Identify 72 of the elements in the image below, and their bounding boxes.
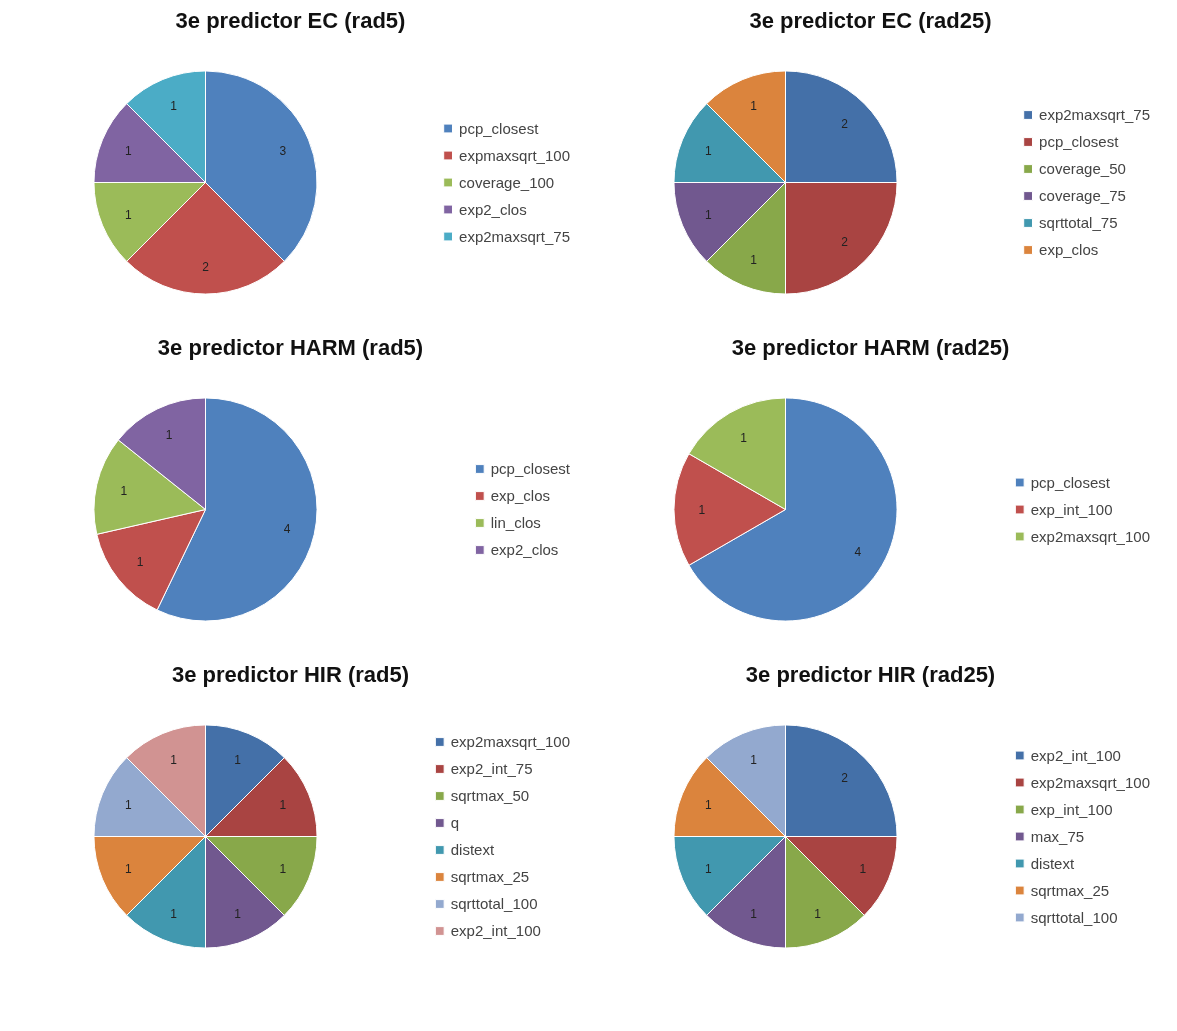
legend-label: exp2_int_75 xyxy=(450,760,533,777)
data-label: 1 xyxy=(234,752,242,767)
legend-label: distext xyxy=(450,841,495,858)
legend-label: sqrttotal_75 xyxy=(1039,214,1118,231)
data-label: 3 xyxy=(279,143,287,158)
data-label: 1 xyxy=(740,430,748,445)
chart-title: 3e predictor HARM (rad5) xyxy=(157,334,424,360)
chart-title: 3e predictor HIR (rad5) xyxy=(171,661,410,687)
legend-label: distext xyxy=(1030,854,1075,872)
data-label: 1 xyxy=(124,797,132,812)
chart-title: 3e predictor EC (rad25) xyxy=(749,7,992,33)
data-label: 4 xyxy=(283,521,291,536)
data-label: 1 xyxy=(170,98,178,113)
legend-label: sqrttotal_100 xyxy=(1030,908,1118,926)
data-label: 2 xyxy=(841,770,849,785)
data-label: 2 xyxy=(202,259,210,274)
data-label: 1 xyxy=(704,797,712,812)
legend-label: exp2_int_100 xyxy=(1030,746,1121,764)
data-label: 1 xyxy=(120,484,128,499)
legend-label: exp2maxsqrt_100 xyxy=(1030,773,1150,791)
data-label: 1 xyxy=(704,143,712,158)
data-label: 1 xyxy=(165,427,173,442)
data-label: 1 xyxy=(279,797,287,812)
data-label: 1 xyxy=(124,208,132,223)
legend-label: sqrtmax_25 xyxy=(450,868,530,885)
data-label: 1 xyxy=(279,862,287,877)
data-label: 1 xyxy=(234,907,242,922)
legend-label: exp2_int_100 xyxy=(450,922,541,939)
legend-label: lin_clos xyxy=(490,514,541,531)
legend-label: sqrttotal_100 xyxy=(450,895,538,912)
legend-label: exp2maxsqrt_100 xyxy=(1030,527,1150,545)
data-label: 1 xyxy=(750,752,758,767)
legend-label: coverage_100 xyxy=(459,173,555,191)
legend-label: q xyxy=(450,814,461,831)
data-label: 2 xyxy=(841,116,849,131)
legend-label: sqrtmax_50 xyxy=(450,787,530,804)
legend-label: exp_clos xyxy=(490,487,550,504)
legend-label: expmaxsqrt_100 xyxy=(459,146,570,164)
data-label: 1 xyxy=(124,143,132,158)
data-label: 2 xyxy=(841,235,849,250)
data-label: 1 xyxy=(698,503,706,517)
legend-label: coverage_50 xyxy=(1039,160,1126,177)
legend-label: pcp_closest xyxy=(1039,133,1119,150)
data-label: 1 xyxy=(124,862,132,877)
data-label: 1 xyxy=(750,98,758,113)
data-label: 1 xyxy=(136,555,144,570)
legend-label: exp2_clos xyxy=(459,200,527,218)
data-label: 1 xyxy=(704,208,712,223)
legend-label: coverage_75 xyxy=(1039,187,1126,204)
data-label: 1 xyxy=(814,907,822,922)
legend-label: exp2maxsqrt_75 xyxy=(1039,106,1150,123)
data-label: 1 xyxy=(170,907,178,922)
legend-label: exp2maxsqrt_100 xyxy=(450,733,570,750)
data-label: 1 xyxy=(750,253,758,268)
legend-label: pcp_closest xyxy=(1030,473,1110,491)
legend-label: max_75 xyxy=(1030,827,1085,845)
legend-label: sqrtmax_25 xyxy=(1030,881,1110,899)
legend-label: exp_int_100 xyxy=(1030,500,1113,518)
data-label: 1 xyxy=(704,862,712,877)
data-label: 1 xyxy=(859,862,867,877)
legend-label: exp_clos xyxy=(1039,241,1099,258)
legend-label: exp2maxsqrt_75 xyxy=(459,227,570,245)
data-label: 1 xyxy=(750,907,758,922)
legend-label: pcp_closest xyxy=(459,119,539,137)
chart-title: 3e predictor HARM (rad25) xyxy=(731,334,1010,360)
data-label: 1 xyxy=(170,752,178,767)
chart-title: 3e predictor HIR (rad25) xyxy=(745,661,996,687)
data-label: 4 xyxy=(854,544,862,559)
chart-title: 3e predictor EC (rad5) xyxy=(175,7,406,33)
legend-label: exp_int_100 xyxy=(1030,800,1113,818)
legend-label: pcp_closest xyxy=(490,460,570,477)
legend-label: exp2_clos xyxy=(490,541,559,558)
